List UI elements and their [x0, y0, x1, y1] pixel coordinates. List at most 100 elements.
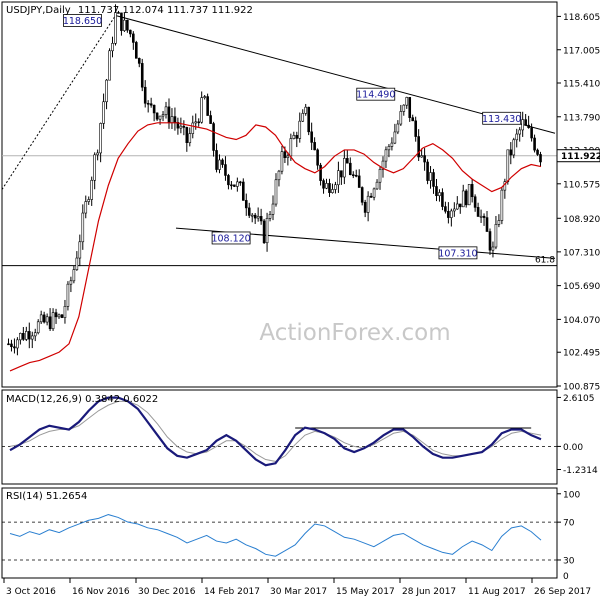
price-y-tick-label: 115.410 [563, 80, 600, 90]
candle-body [10, 343, 13, 348]
candle-body [473, 196, 477, 208]
candle-body [527, 124, 530, 128]
candle-body [132, 33, 135, 43]
candle-body [458, 203, 462, 208]
candle-body [179, 125, 183, 129]
candle-body [152, 104, 156, 114]
candle-body [500, 189, 504, 221]
candle-body [316, 149, 319, 166]
candle-body [209, 115, 212, 124]
last-price-box [556, 149, 600, 163]
candle-body [426, 161, 429, 181]
candle-body [301, 113, 305, 122]
annotation-box [63, 14, 102, 27]
candle-body [274, 179, 278, 205]
macd-y-tick-label: -1.2314 [563, 466, 598, 476]
candle-body [539, 154, 542, 163]
x-tick-label: 30 Mar 2017 [270, 587, 327, 597]
candle-body [7, 343, 10, 346]
candle-body [262, 220, 266, 244]
candle-body [256, 216, 260, 219]
candle-body [331, 189, 334, 193]
candle-body [42, 314, 46, 323]
candle-body [158, 115, 162, 120]
candle-body [375, 181, 379, 190]
candle-body [405, 97, 409, 106]
x-tick-label: 14 Feb 2017 [204, 587, 260, 597]
candle-body [334, 184, 337, 190]
candle-body [224, 164, 227, 176]
candle-body [521, 119, 524, 131]
candle-body [518, 129, 522, 135]
price-y-tick-label: 107.310 [563, 248, 600, 258]
price-y-tick-label: 100.875 [563, 383, 600, 393]
candle-body [111, 43, 114, 52]
candle-body [105, 79, 108, 103]
candle-body [57, 314, 61, 318]
candle-body [120, 12, 123, 31]
candle-body [96, 152, 99, 156]
candle-body [289, 138, 293, 157]
dotted-trendline [1, 15, 116, 190]
candle-body [51, 312, 55, 330]
price-y-tick-label: 110.575 [563, 180, 600, 190]
x-tick-label: 28 Jun 2017 [402, 587, 456, 597]
candle-body [170, 116, 174, 123]
candle-body [19, 333, 22, 341]
candle-body [114, 12, 117, 44]
candle-body [13, 346, 16, 349]
candle-body [194, 121, 198, 124]
candle-body [218, 159, 221, 170]
candle-body [93, 154, 96, 181]
candle-body [441, 192, 444, 207]
candle-body [236, 181, 239, 187]
candle-body [313, 142, 316, 151]
candle-body [420, 155, 423, 158]
candle-body [387, 146, 391, 151]
candle-body [447, 210, 450, 218]
candle-body [340, 170, 343, 178]
annotation-label: 114.490 [356, 90, 395, 101]
candle-body [185, 127, 189, 144]
candle-body [146, 102, 150, 105]
price-y-tick-label: 117.005 [563, 46, 600, 56]
candle-body [512, 139, 516, 156]
moving-average [9, 122, 542, 372]
candle-body [378, 168, 382, 183]
candle-body [215, 150, 218, 170]
candle-body [78, 241, 82, 259]
candle-body [393, 131, 397, 144]
candle-body [369, 195, 373, 198]
rsi-y-tick-label: 70 [563, 519, 575, 529]
macd-signal-line [9, 400, 542, 462]
candle-body [241, 181, 245, 201]
candle-body [63, 306, 67, 318]
candle-body [102, 101, 105, 124]
x-tick-label: 30 Dec 2016 [138, 587, 196, 597]
candle-body [36, 321, 40, 334]
candle-body [450, 210, 453, 218]
candle-body [140, 63, 144, 88]
x-tick-label: 16 Nov 2016 [72, 587, 130, 597]
candle-body [108, 50, 111, 81]
candle-body [33, 332, 37, 337]
candle-body [230, 184, 233, 187]
candle-body [524, 119, 527, 126]
candle-body [354, 174, 358, 177]
macd-lines: 2.6105 0.00 -1.2314 [2, 394, 598, 476]
candle-body [396, 123, 400, 133]
candle-body [39, 314, 43, 323]
candle-body [366, 195, 370, 213]
candle-body [423, 155, 426, 163]
candle-body [191, 122, 195, 134]
candle-body [453, 208, 456, 212]
macd-label: MACD(12,26,9) 0.3842 0.6022 [6, 394, 158, 405]
candle-body [515, 133, 519, 141]
last-price-label: 111.922 [561, 152, 600, 162]
price-annotations: 118.650 114.490 113.430 108.120 107.310 [63, 14, 521, 259]
candle-body [16, 339, 19, 349]
candle-body [265, 218, 269, 244]
candle-body [227, 175, 230, 186]
candle-body [206, 96, 209, 116]
price-y-tick-label: 113.790 [563, 113, 600, 123]
